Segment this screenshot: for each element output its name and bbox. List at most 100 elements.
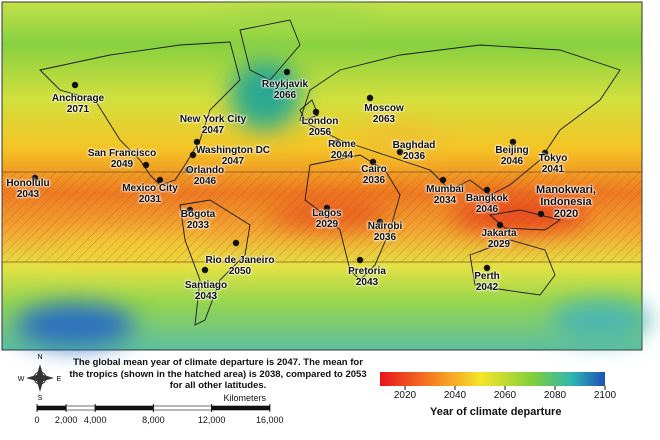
colorbar-label: 2060 — [493, 390, 517, 401]
city-year: 2031 — [138, 194, 162, 205]
scale-segment — [65, 405, 96, 411]
city-label: London 2056 — [302, 116, 339, 138]
scale-label: 16,000 — [256, 415, 284, 425]
city-marker — [323, 204, 331, 212]
city-marker — [189, 151, 197, 159]
city-year: 2056 — [308, 127, 332, 138]
city-year: 2042 — [475, 282, 499, 293]
city-year: 2071 — [66, 104, 90, 115]
city-year: 2036 — [362, 175, 386, 186]
colorbar-label: 2040 — [443, 390, 467, 401]
city-name: Orlando — [185, 165, 225, 176]
caption: The global mean year of climate departur… — [69, 357, 367, 391]
city-name: Rome — [328, 139, 356, 150]
city-label: Santiago 2043 — [185, 280, 227, 302]
city-label: Mexico City 2031 — [122, 183, 178, 205]
city-year: 2033 — [186, 220, 210, 231]
city-label: New York City 2047 — [180, 114, 246, 136]
city-name: Santiago — [184, 280, 228, 291]
city-marker — [333, 139, 341, 147]
city-year: 2043 — [194, 291, 218, 302]
city-label: Tokyo 2041 — [539, 153, 568, 175]
city-label: Mumbai 2034 — [426, 184, 464, 206]
city-name: Honolulu — [6, 178, 50, 189]
city-name: Nairobi — [367, 221, 403, 232]
city-year: 2066 — [273, 90, 297, 101]
city-marker — [201, 266, 209, 274]
city-name: Moscow — [364, 103, 404, 114]
city-name: Anchorage — [51, 93, 105, 104]
city-label: San Francisco 2049 — [88, 148, 156, 170]
city-name: San Francisco — [87, 148, 157, 159]
city-label: Baghdad 2036 — [393, 140, 436, 162]
scale-label: 4,000 — [83, 415, 107, 425]
city-marker — [71, 81, 79, 89]
city-name: Perth — [474, 271, 500, 282]
compass-label: E — [57, 376, 62, 383]
city-name: Mexico City — [122, 183, 178, 194]
city-marker — [142, 161, 150, 169]
city-year: 2044 — [330, 150, 354, 161]
city-marker — [509, 138, 517, 146]
city-name: Lagos — [312, 208, 342, 219]
city-name: London — [301, 116, 339, 127]
scale-segment — [153, 405, 212, 411]
colorbar-label: 2020 — [393, 390, 417, 401]
scale-label: 0 — [34, 415, 40, 425]
city-marker — [439, 176, 447, 184]
scale-label: 2,000 — [54, 415, 78, 425]
city-year: 2029 — [315, 219, 339, 230]
city-marker — [366, 94, 374, 102]
city-name: Washington DC — [195, 145, 271, 156]
compass-label: N — [37, 354, 42, 361]
city-year: 2050 — [228, 266, 252, 277]
city-year: 2036 — [373, 232, 397, 243]
city-year: 2049 — [110, 159, 134, 170]
city-marker — [483, 186, 491, 194]
scale-segment — [211, 405, 271, 411]
city-marker — [396, 148, 404, 156]
city-name: Rio de Janeiro — [205, 255, 275, 266]
city-label: Anchorage 2071 — [52, 93, 104, 115]
city-marker — [184, 166, 192, 174]
city-marker — [186, 206, 194, 214]
city-label: Bangkok 2046 — [466, 193, 508, 215]
city-year: 2043 — [355, 277, 379, 288]
compass-label: W — [18, 376, 25, 383]
compass-label: S — [38, 395, 43, 402]
city-name: Reykjavik — [261, 79, 309, 90]
city-label: Bogota 2033 — [181, 209, 215, 231]
city-label: Washington DC 2047 — [196, 145, 270, 167]
colorbar-label: 2100 — [593, 390, 617, 401]
city-year: 2046 — [193, 176, 217, 187]
city-marker — [541, 149, 549, 157]
city-label: Moscow 2063 — [364, 103, 403, 125]
city-marker — [356, 256, 364, 264]
city-marker — [312, 108, 320, 116]
city-year: 2029 — [487, 239, 511, 250]
city-year: 2034 — [433, 195, 457, 206]
city-marker — [283, 68, 291, 76]
city-label: Cairo 2036 — [361, 164, 387, 186]
city-marker — [193, 138, 201, 146]
city-marker — [537, 210, 545, 218]
city-name: Beijing — [495, 145, 529, 156]
scale-label: 8,000 — [142, 415, 165, 425]
city-name: Pretoria — [348, 266, 386, 277]
city-label: Reykjavik 2066 — [262, 79, 308, 101]
city-label: Lagos 2029 — [312, 208, 341, 230]
city-label: Honolulu 2043 — [6, 178, 49, 200]
city-year: 2047 — [221, 156, 245, 167]
colorbar-label: 2080 — [543, 390, 567, 401]
city-year: 2020 — [553, 208, 579, 220]
city-name: Baghdad — [392, 140, 436, 151]
city-marker — [31, 174, 39, 182]
city-label: Orlando 2046 — [186, 165, 224, 187]
city-year: 2047 — [201, 125, 225, 136]
city-label: Beijing 2046 — [495, 145, 528, 167]
scale-segment — [36, 405, 67, 411]
city-marker — [376, 218, 384, 226]
colorbar — [380, 372, 605, 386]
